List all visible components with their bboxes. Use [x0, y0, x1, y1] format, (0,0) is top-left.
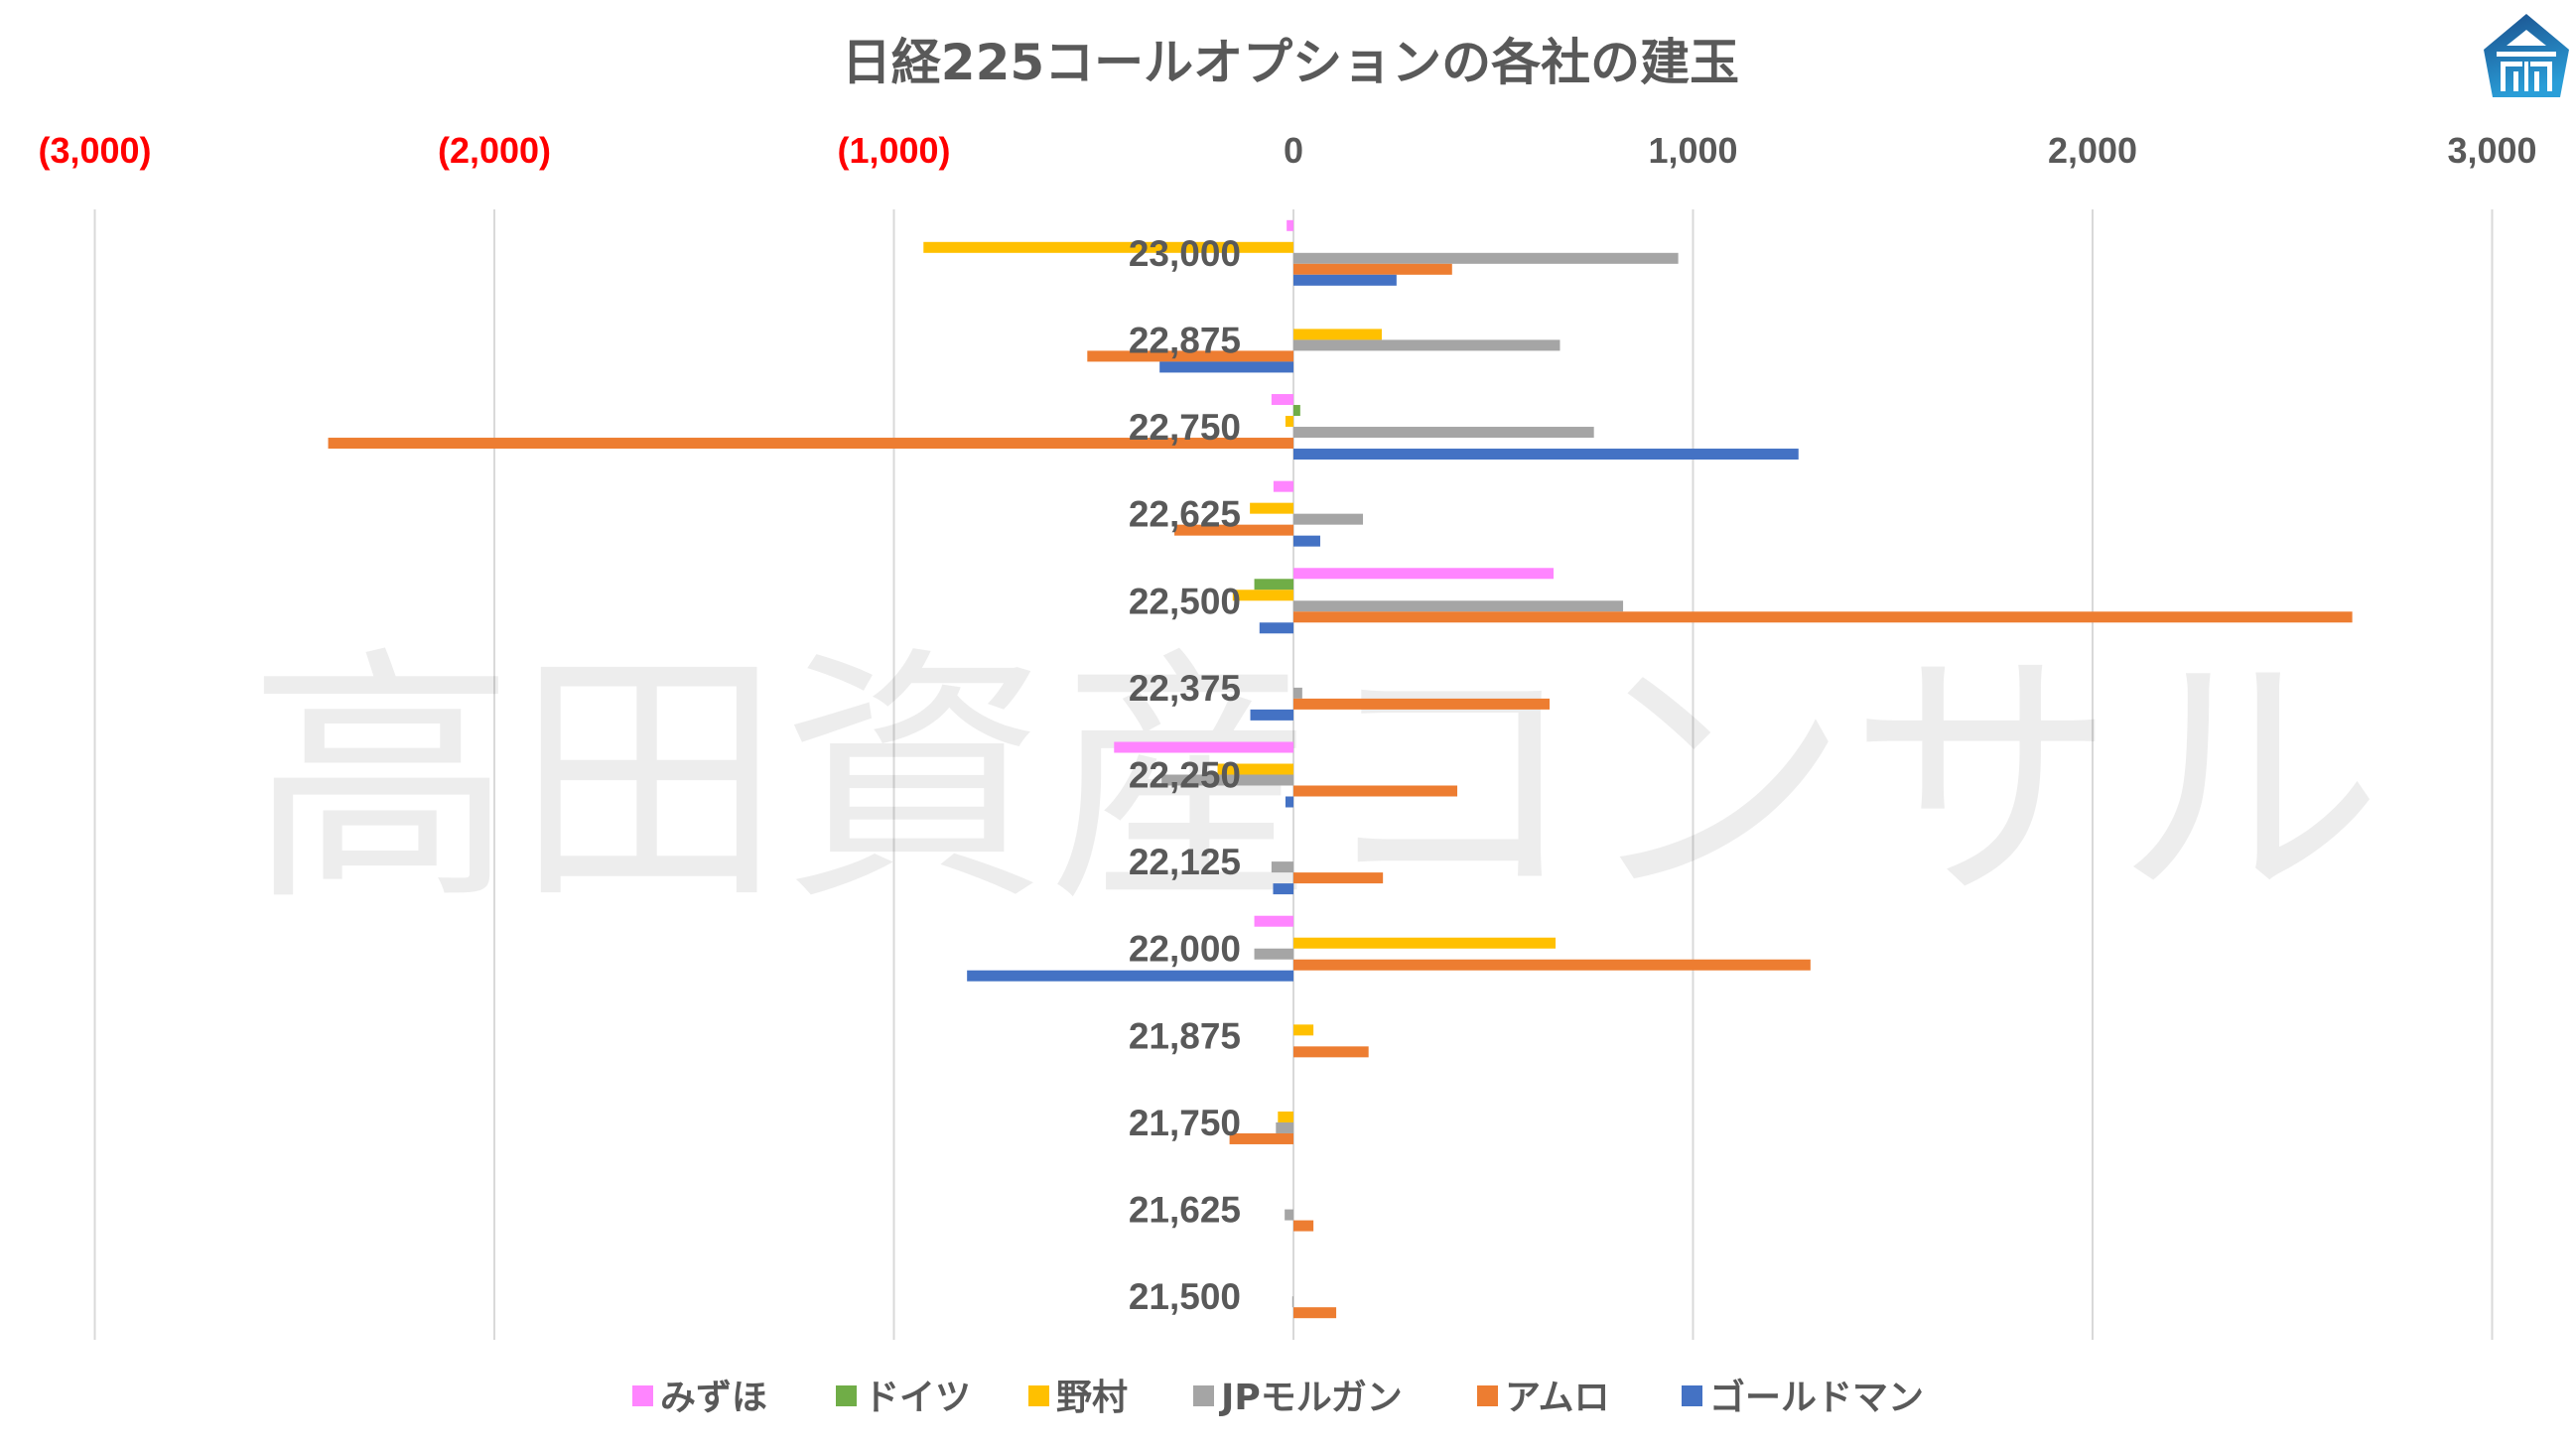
bar-ゴールドマン-22,500 [1259, 622, 1293, 634]
bar-JPモルガン-22,250 [1161, 774, 1293, 786]
watermark: 高田資産コンサル [248, 624, 2382, 937]
legend-item: ゴールドマン [1682, 1377, 1924, 1418]
bar-アムロ-22,000 [1293, 959, 1811, 971]
legend-label: アムロ [1505, 1378, 1609, 1418]
bar-ゴールドマン-22,000 [967, 970, 1293, 982]
legend: みずほ ドイツ 野村 JPモルガン アムロ ゴールドマン [632, 1377, 1924, 1418]
category-label: 21,750 [1129, 1103, 1241, 1143]
legend-label: ゴールドマン [1709, 1377, 1924, 1418]
legend-item: 野村 [1028, 1378, 1128, 1418]
category-label: 22,000 [1129, 929, 1241, 970]
bar-ゴールドマン-23,000 [1293, 274, 1397, 286]
x-tick-label: 0 [1284, 130, 1303, 171]
bar-ドイツ-22,750 [1293, 405, 1300, 417]
x-tick-label: (1,000) [837, 130, 950, 171]
bar-みずほ-22,625 [1273, 480, 1293, 492]
bar-野村-21,875 [1293, 1024, 1314, 1036]
bar-JPモルガン-22,750 [1293, 427, 1594, 439]
bar-みずほ-22,750 [1271, 394, 1293, 406]
bar-ゴールドマン-22,750 [1293, 449, 1799, 461]
legend-label: みずほ [660, 1378, 767, 1418]
legend-item: アムロ [1477, 1378, 1609, 1418]
x-tick-label: 2,000 [2048, 130, 2137, 171]
category-label: 22,500 [1129, 581, 1241, 621]
legend-item: JPモルガン [1193, 1378, 1403, 1418]
bar-野村-22,250 [1217, 763, 1293, 775]
bar-アムロ-22,125 [1293, 872, 1384, 884]
bar-ゴールドマン-22,875 [1159, 361, 1293, 373]
company-logo-icon [2484, 14, 2569, 97]
bar-JPモルガン-22,875 [1293, 339, 1560, 351]
category-label: 21,625 [1129, 1190, 1241, 1231]
bar-野村-22,500 [1232, 590, 1293, 601]
bar-ドイツ-22,500 [1254, 579, 1293, 591]
bar-アムロ-22,875 [1087, 350, 1293, 362]
bar-ゴールドマン-22,250 [1285, 796, 1293, 808]
category-label: 22,250 [1129, 755, 1241, 796]
bar-ゴールドマン-22,375 [1250, 709, 1293, 721]
legend-label: JPモルガン [1218, 1378, 1403, 1418]
bar-アムロ-22,250 [1293, 785, 1458, 797]
legend-swatch [632, 1385, 653, 1406]
bar-アムロ-21,750 [1229, 1132, 1293, 1144]
bar-アムロ-23,000 [1293, 263, 1452, 275]
bar-野村-21,750 [1278, 1111, 1293, 1122]
bar-ゴールドマン-22,625 [1293, 535, 1320, 547]
bar-野村-22,875 [1293, 329, 1382, 340]
chart-title: 日経225コールオプションの各社の建玉 [842, 34, 1739, 91]
legend-swatch [836, 1385, 857, 1406]
legend-item: みずほ [632, 1378, 767, 1418]
bar-みずほ-22,250 [1114, 741, 1293, 753]
category-label: 22,875 [1129, 320, 1241, 360]
bar-みずほ-23,000 [1287, 219, 1293, 231]
bar-JPモルガン-22,375 [1293, 687, 1302, 699]
bar-アムロ-22,625 [1174, 524, 1293, 536]
x-tick-label: 1,000 [1648, 130, 1737, 171]
bar-JPモルガン-22,500 [1293, 600, 1624, 612]
bar-JPモルガン-21,500 [1291, 1296, 1293, 1308]
bar-アムロ-21,500 [1293, 1307, 1337, 1319]
x-axis-tick-labels: (3,000) (2,000) (1,000) 0 1,000 2,000 3,000 [38, 130, 2536, 171]
bar-野村-22,000 [1293, 937, 1557, 949]
bar-野村-23,000 [923, 241, 1293, 253]
category-label: 21,875 [1129, 1015, 1241, 1056]
bars [328, 219, 2353, 1319]
bar-アムロ-21,875 [1293, 1046, 1369, 1058]
category-label: 22,625 [1129, 494, 1241, 535]
x-tick-label: (3,000) [38, 130, 151, 171]
category-label: 21,500 [1129, 1276, 1241, 1317]
bar-JPモルガン-22,125 [1271, 861, 1293, 873]
bar-みずほ-22,000 [1254, 915, 1293, 927]
category-labels: 23,000 22,875 22,750 22,625 22,500 22,375 22,2… [1129, 233, 1241, 1317]
bar-JPモルガン-23,000 [1293, 252, 1679, 264]
legend-label: 野村 [1056, 1378, 1128, 1418]
bar-JPモルガン-22,000 [1254, 948, 1293, 960]
x-tick-label: 3,000 [2447, 130, 2536, 171]
legend-swatch [1477, 1385, 1498, 1406]
legend-label: ドイツ [864, 1378, 971, 1418]
bar-野村-22,625 [1250, 502, 1293, 514]
watermark-text: 高田資産コンサル [248, 624, 2382, 937]
bar-野村-22,750 [1285, 416, 1293, 428]
bar-アムロ-22,500 [1293, 611, 2353, 623]
bar-JPモルガン-21,750 [1276, 1121, 1293, 1133]
category-label: 23,000 [1129, 233, 1241, 274]
bar-JPモルガン-21,625 [1285, 1209, 1293, 1221]
bar-アムロ-21,625 [1293, 1220, 1314, 1232]
legend-swatch [1193, 1385, 1214, 1406]
legend-swatch [1028, 1385, 1049, 1406]
bar-みずほ-22,500 [1293, 568, 1555, 580]
bar-アムロ-22,750 [328, 438, 1293, 450]
bar-JPモルガン-22,625 [1293, 513, 1364, 525]
legend-item: ドイツ [836, 1378, 971, 1418]
category-label: 22,125 [1129, 842, 1241, 882]
category-label: 22,375 [1129, 668, 1241, 709]
bar-ゴールドマン-22,125 [1273, 883, 1293, 895]
legend-swatch [1682, 1385, 1702, 1406]
bar-アムロ-22,375 [1293, 698, 1551, 710]
category-label: 22,750 [1129, 407, 1241, 448]
x-tick-label: (2,000) [438, 130, 551, 171]
